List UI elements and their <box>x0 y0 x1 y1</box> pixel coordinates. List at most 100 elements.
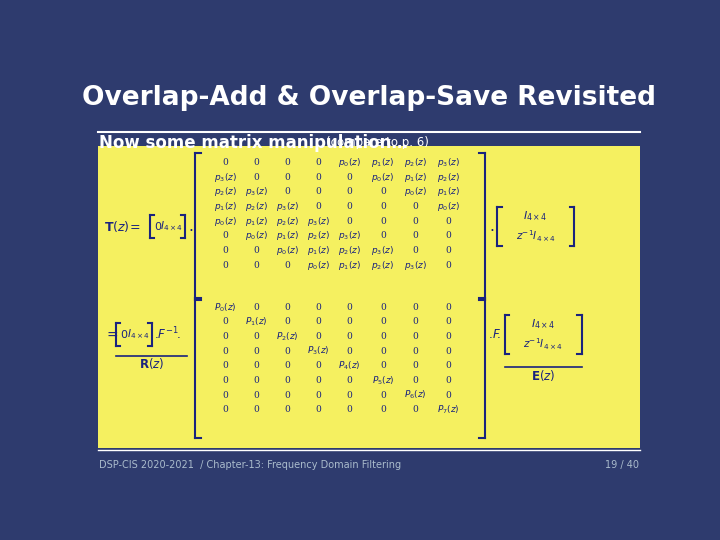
Text: $p_2(z)$: $p_2(z)$ <box>404 156 427 169</box>
Text: 0: 0 <box>380 347 386 356</box>
Text: 0: 0 <box>445 318 451 327</box>
Text: $p_3(z)$: $p_3(z)$ <box>338 230 361 242</box>
Text: 0: 0 <box>413 303 418 312</box>
Text: 0: 0 <box>316 332 322 341</box>
Text: 0: 0 <box>284 405 290 414</box>
Text: 0: 0 <box>284 187 290 197</box>
Text: 0: 0 <box>413 217 418 226</box>
Text: 0: 0 <box>316 405 322 414</box>
Text: 0: 0 <box>316 376 322 385</box>
Text: 0: 0 <box>413 347 418 356</box>
Text: $z^{-1}I_{4\times4}$: $z^{-1}I_{4\times4}$ <box>523 336 563 352</box>
Text: $p_3(z)$: $p_3(z)$ <box>214 171 237 184</box>
Text: 0: 0 <box>316 361 322 370</box>
Text: 0: 0 <box>253 303 259 312</box>
Text: 0: 0 <box>347 187 353 197</box>
Text: 0: 0 <box>253 332 259 341</box>
Text: 0: 0 <box>347 390 353 400</box>
Text: 0: 0 <box>316 158 322 167</box>
Text: 0: 0 <box>445 303 451 312</box>
Text: 0: 0 <box>253 246 259 255</box>
Text: $P_0(z)$: $P_0(z)$ <box>215 301 237 314</box>
Text: 0: 0 <box>284 303 290 312</box>
Text: 0: 0 <box>253 347 259 356</box>
Text: (compare to p. 6): (compare to p. 6) <box>326 136 429 149</box>
Text: 0: 0 <box>380 231 386 240</box>
Text: 0: 0 <box>413 376 418 385</box>
Text: 0: 0 <box>445 347 451 356</box>
Text: $.$: $.$ <box>189 219 194 234</box>
Text: $p_1(z)$: $p_1(z)$ <box>214 200 237 213</box>
Text: 0: 0 <box>380 332 386 341</box>
Text: $P_1(z)$: $P_1(z)$ <box>246 316 268 328</box>
Text: 0: 0 <box>284 158 290 167</box>
Text: 0: 0 <box>380 405 386 414</box>
Text: $P_7(z)$: $P_7(z)$ <box>437 403 459 416</box>
Text: 0: 0 <box>413 332 418 341</box>
Text: 0: 0 <box>253 260 259 269</box>
Text: $\mathbf{R}(z)$: $\mathbf{R}(z)$ <box>139 356 165 371</box>
Text: $p_2(z)$: $p_2(z)$ <box>338 244 361 257</box>
Text: 0: 0 <box>284 376 290 385</box>
Text: 0: 0 <box>284 347 290 356</box>
Text: $p_2(z)$: $p_2(z)$ <box>276 214 299 228</box>
Text: $p_0(z)$: $p_0(z)$ <box>372 171 395 184</box>
Text: $p_0(z)$: $p_0(z)$ <box>404 185 427 198</box>
Text: $P_3(z)$: $P_3(z)$ <box>307 345 330 357</box>
Text: $I_{4\times4}$: $I_{4\times4}$ <box>531 318 556 331</box>
Text: 0: 0 <box>445 376 451 385</box>
Text: Now some matrix manipulation…: Now some matrix manipulation… <box>99 133 408 152</box>
Text: $p_1(z)$: $p_1(z)$ <box>436 185 459 198</box>
Text: 0: 0 <box>445 217 451 226</box>
Text: 0: 0 <box>347 303 353 312</box>
Text: 0: 0 <box>347 347 353 356</box>
Text: 0: 0 <box>316 303 322 312</box>
Text: 0: 0 <box>316 173 322 182</box>
Text: 0: 0 <box>222 158 228 167</box>
Text: $p_3(z)$: $p_3(z)$ <box>372 244 395 257</box>
Text: 0: 0 <box>222 376 228 385</box>
Text: $z^{-1}I_{4\times4}$: $z^{-1}I_{4\times4}$ <box>516 229 556 244</box>
Text: 0: 0 <box>445 332 451 341</box>
Text: 0: 0 <box>253 376 259 385</box>
Text: $p_0(z)$: $p_0(z)$ <box>276 244 299 257</box>
Text: $p_1(z)$: $p_1(z)$ <box>276 230 299 242</box>
Text: $P_5(z)$: $P_5(z)$ <box>372 374 395 387</box>
Text: $p_0(z)$: $p_0(z)$ <box>338 156 361 169</box>
Text: $p_2(z)$: $p_2(z)$ <box>214 185 237 198</box>
Text: $p_2(z)$: $p_2(z)$ <box>307 230 330 242</box>
Text: $I_{4\times4}$: $I_{4\times4}$ <box>160 220 183 233</box>
Text: $p_3(z)$: $p_3(z)$ <box>276 200 299 213</box>
Text: $P_4(z)$: $P_4(z)$ <box>338 360 361 372</box>
Text: 0: 0 <box>316 187 322 197</box>
Text: $p_0(z)$: $p_0(z)$ <box>307 259 330 272</box>
Text: 0: 0 <box>347 173 353 182</box>
Text: 0: 0 <box>347 217 353 226</box>
Text: $p_1(z)$: $p_1(z)$ <box>372 156 395 169</box>
Text: $\mathbf{E}(z)$: $\mathbf{E}(z)$ <box>531 368 556 383</box>
Text: 0: 0 <box>347 376 353 385</box>
Text: 0: 0 <box>413 231 418 240</box>
Text: $p_1(z)$: $p_1(z)$ <box>404 171 427 184</box>
Text: 0: 0 <box>253 173 259 182</box>
Text: 0: 0 <box>347 318 353 327</box>
Text: 0: 0 <box>222 246 228 255</box>
Text: 0: 0 <box>445 361 451 370</box>
Text: 0: 0 <box>445 231 451 240</box>
Text: $p_2(z)$: $p_2(z)$ <box>372 259 395 272</box>
Text: $p_0(z)$: $p_0(z)$ <box>245 230 268 242</box>
Text: $I_{4\times4}$: $I_{4\times4}$ <box>523 210 548 224</box>
Text: 0: 0 <box>253 405 259 414</box>
Text: $P_2(z)$: $P_2(z)$ <box>276 330 299 343</box>
Text: 0: 0 <box>347 405 353 414</box>
Text: $p_3(z)$: $p_3(z)$ <box>404 259 427 272</box>
Text: 0: 0 <box>413 318 418 327</box>
Text: 0: 0 <box>222 231 228 240</box>
Text: 0: 0 <box>445 260 451 269</box>
Text: $p_1(z)$: $p_1(z)$ <box>245 214 268 228</box>
Text: 0: 0 <box>347 332 353 341</box>
Text: $p_0(z)$: $p_0(z)$ <box>436 200 459 213</box>
Text: $p_3(z)$: $p_3(z)$ <box>436 156 459 169</box>
Text: $p_1(z)$: $p_1(z)$ <box>307 244 330 257</box>
Text: 0: 0 <box>316 390 322 400</box>
